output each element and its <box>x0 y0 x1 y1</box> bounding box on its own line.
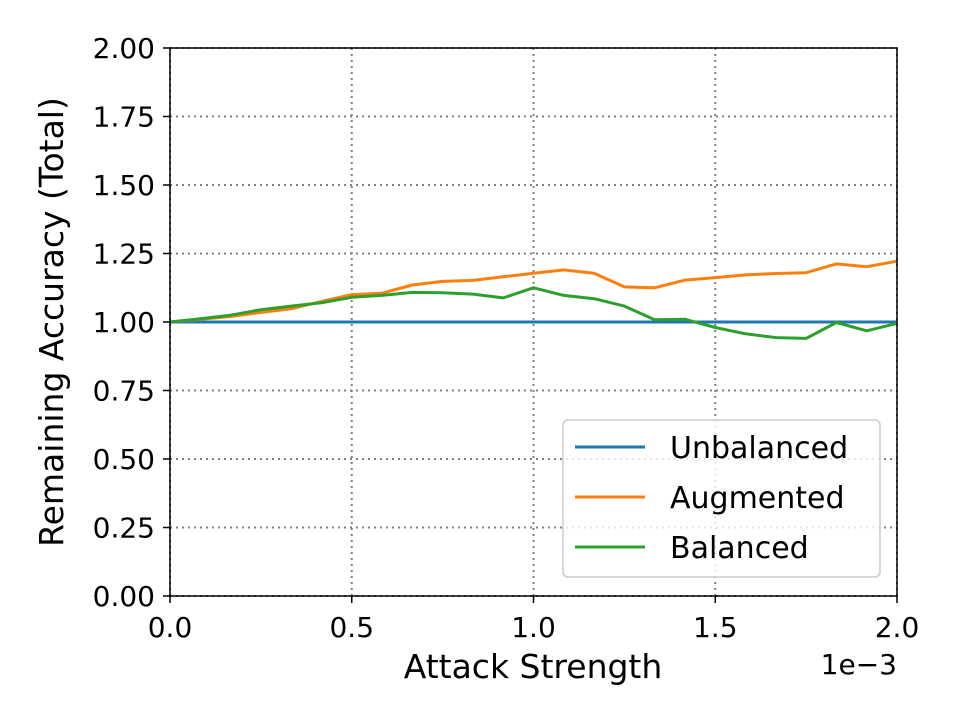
x-axis-label: Attack Strength <box>404 647 663 686</box>
x-tick-label: 0.0 <box>148 611 193 644</box>
y-axis-label: Remaining Accuracy (Total) <box>32 97 71 547</box>
legend-label: Unbalanced <box>670 431 848 466</box>
y-tick-label: 0.75 <box>93 375 155 408</box>
series-line-augmented <box>169 259 898 324</box>
legend-box <box>562 419 881 578</box>
y-tick-label: 0.25 <box>93 512 155 545</box>
x-tick-label: 0.5 <box>329 611 374 644</box>
legend: Unbalanced Augmented Balanced <box>562 419 881 578</box>
legend-label: Balanced <box>670 531 809 566</box>
y-tick-label: 1.25 <box>93 238 155 271</box>
x-tick-label: 1.5 <box>693 611 738 644</box>
x-axis-offset-label: 1e−3 <box>821 648 897 681</box>
y-tick-label: 0.50 <box>93 443 155 476</box>
y-tick-label: 1.75 <box>93 101 155 134</box>
axis-ticks: 0.0 0.5 1.0 1.5 2.0 0.00 0.25 0.50 0.75 1.00 1.25 1… <box>93 32 920 644</box>
series-line-balanced <box>169 286 898 340</box>
legend-label: Augmented <box>670 481 845 516</box>
y-tick-label: 2.00 <box>93 32 155 65</box>
y-tick-label: 0.00 <box>93 580 155 613</box>
y-tick-label: 1.00 <box>93 306 155 339</box>
x-tick-label: 1.0 <box>511 611 556 644</box>
series-lines <box>169 259 898 340</box>
y-tick-label: 1.50 <box>93 169 155 202</box>
x-tick-label: 2.0 <box>875 611 920 644</box>
